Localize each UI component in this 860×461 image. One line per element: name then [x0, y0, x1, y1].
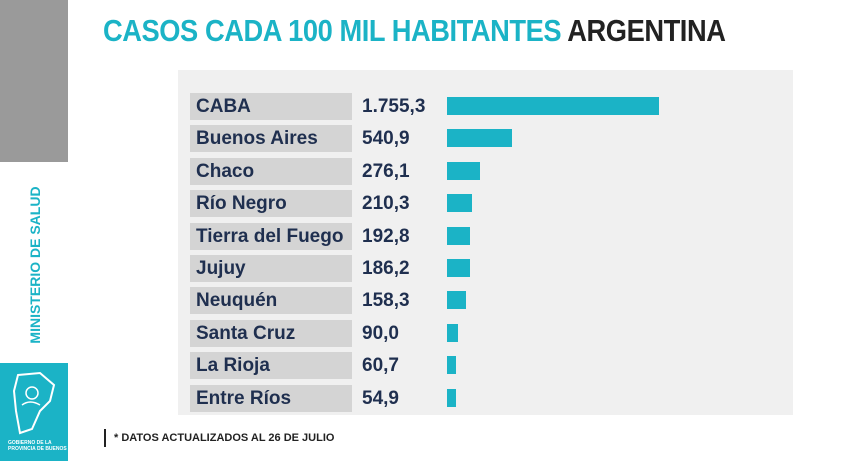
bar: [447, 226, 471, 245]
bar: [447, 194, 473, 213]
title-country: ARGENTINA: [567, 13, 726, 48]
category-label: Chaco: [190, 157, 352, 185]
corner-block: [0, 0, 68, 162]
bar: [447, 259, 470, 277]
province-map-icon: [12, 371, 56, 435]
chart-title: CASOS CADA 100 MIL HABITANTES ARGENTINA: [103, 13, 726, 49]
category-label: Santa Cruz: [190, 319, 352, 347]
category-label: Tierra del Fuego: [190, 222, 352, 250]
footnote: * DATOS ACTUALIZADOS AL 26 DE JULIO: [104, 429, 334, 447]
bar: [447, 291, 467, 310]
category-label: Entre Ríos: [190, 384, 352, 412]
bar: [447, 356, 456, 375]
title-main: CASOS CADA 100 MIL HABITANTES: [103, 13, 562, 48]
category-label: Río Negro: [190, 190, 352, 218]
province-logo: GOBIERNO DE LA PROVINCIA DE BUENOS: [0, 363, 68, 461]
value-label: 60,7: [362, 355, 399, 377]
value-label: 192,8: [362, 225, 410, 247]
ministry-label: MINISTERIO DE SALUD: [27, 186, 43, 344]
value-label: 90,0: [362, 322, 399, 344]
category-label: Jujuy: [190, 255, 352, 282]
value-label: 540,9: [362, 128, 410, 150]
category-label: Neuquén: [190, 287, 352, 315]
category-label: CABA: [190, 93, 352, 120]
bar: [447, 323, 458, 342]
category-label: La Rioja: [190, 352, 352, 380]
value-label: 158,3: [362, 290, 410, 312]
bar: [447, 129, 513, 148]
category-label: Buenos Aires: [190, 125, 352, 153]
value-label: 54,9: [362, 387, 399, 409]
value-label: 1.755,3: [362, 96, 426, 117]
bar: [447, 161, 481, 180]
bar: [447, 388, 456, 407]
value-label: 276,1: [362, 160, 410, 182]
logo-text: GOBIERNO DE LA PROVINCIA DE BUENOS: [8, 440, 67, 452]
value-label: 186,2: [362, 258, 410, 279]
value-label: 210,3: [362, 193, 410, 215]
bar: [447, 97, 660, 115]
